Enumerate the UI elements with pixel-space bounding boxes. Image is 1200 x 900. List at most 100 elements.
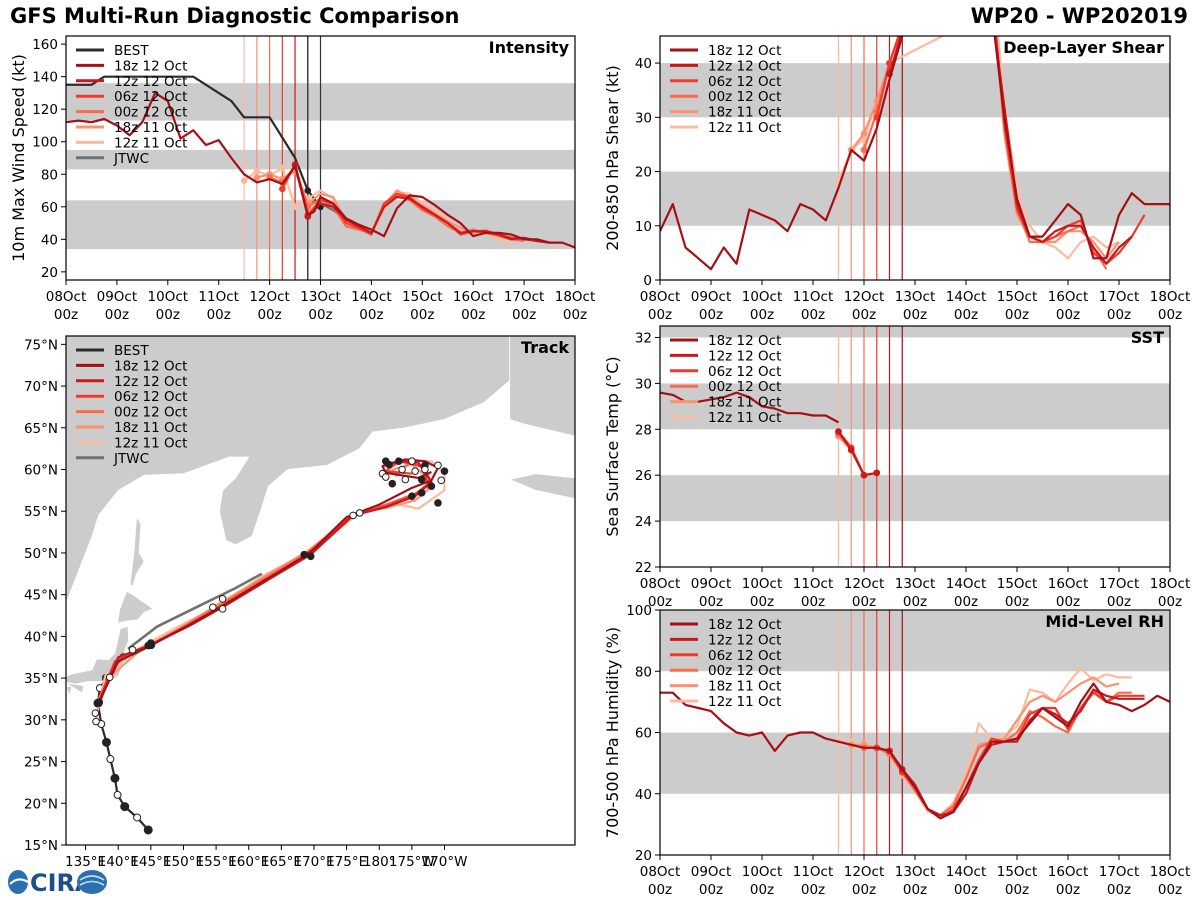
intensity-series-12z-12-oct bbox=[294, 164, 550, 244]
rh-legend-label: 12z 11 Oct bbox=[708, 694, 781, 710]
track-xtick-label: 155°E bbox=[196, 854, 237, 870]
intensity-ytick-label: 40 bbox=[41, 232, 58, 248]
rh-xtick-label: 00z bbox=[954, 882, 978, 898]
shear-xtick-label: 14Oct bbox=[946, 289, 987, 305]
sst-init-point bbox=[835, 428, 842, 435]
intensity-init-point bbox=[253, 174, 261, 181]
panel-shear: 0 10 20 30 40 08Oct 00z 09Oct 00z 10Oct 00z 11Oct 00… bbox=[603, 35, 1191, 323]
track-point-open bbox=[92, 717, 100, 726]
rh-ytick-label: 20 bbox=[635, 848, 652, 864]
rh-xtick-label: 18Oct bbox=[1150, 864, 1191, 880]
intensity-ytick-label: 100 bbox=[32, 135, 58, 151]
panel-rh: 20 40 60 80 100 08Oct 00z 09Oct 00z 10Oct 00z 11Oct… bbox=[603, 603, 1190, 898]
sst-xtick-label: 15Oct bbox=[997, 576, 1038, 592]
track-xtick-label: 135°E bbox=[65, 854, 106, 870]
track-point-filled bbox=[434, 499, 442, 507]
shear-band bbox=[660, 171, 1170, 226]
intensity-xtick-label: 08Oct bbox=[46, 289, 87, 305]
intensity-series-best bbox=[66, 75, 322, 208]
rh-ytick-label: 40 bbox=[635, 787, 652, 803]
shear-ylabel: 200-850 hPa Shear (kt) bbox=[603, 65, 622, 251]
shear-legend-label: 12z 11 Oct bbox=[708, 120, 781, 136]
sst-band bbox=[660, 383, 1170, 430]
storm-id-title: WP20 - WP202019 bbox=[970, 4, 1188, 28]
track-point-open bbox=[434, 461, 442, 470]
track-point-filled bbox=[417, 475, 426, 484]
track-ytick-label: 40°N bbox=[24, 629, 58, 645]
intensity-legend-label: 18z 11 Oct bbox=[114, 120, 187, 136]
track-point-open bbox=[209, 603, 217, 611]
intensity-xtick-label: 09Oct bbox=[97, 289, 138, 305]
intensity-xtick-label: 00z bbox=[563, 307, 587, 323]
shear-legend-label: 06z 12 Oct bbox=[708, 74, 781, 90]
intensity-plot-area bbox=[66, 36, 575, 280]
intensity-xtick-label: 00z bbox=[308, 307, 332, 323]
track-point-open bbox=[408, 457, 416, 465]
track-xtick-label: 175°E bbox=[326, 854, 367, 870]
track-best-point bbox=[143, 825, 153, 835]
track-frame bbox=[65, 335, 576, 846]
sst-title: SST bbox=[1131, 328, 1164, 347]
track-best-point bbox=[133, 813, 142, 822]
track-point-open bbox=[381, 473, 390, 481]
track-land bbox=[66, 682, 85, 694]
track-point-open bbox=[105, 673, 114, 682]
intensity-legend-label: BEST bbox=[114, 43, 149, 59]
sst-xtick-label: 11Oct bbox=[793, 576, 834, 592]
sst-xtick-label: 14Oct bbox=[946, 576, 987, 592]
rh-xtick-label: 15Oct bbox=[997, 864, 1038, 880]
track-legend-label: 18z 11 Oct bbox=[114, 420, 187, 436]
rh-title: Mid-Level RH bbox=[1045, 612, 1164, 631]
track-ytick-label: 70°N bbox=[24, 379, 58, 395]
rh-legend-label: 18z 12 Oct bbox=[708, 617, 781, 633]
shear-xtick-label: 13Oct bbox=[895, 289, 936, 305]
intensity-ytick-label: 80 bbox=[41, 167, 58, 183]
track-xtick-label: 160°E bbox=[228, 854, 269, 870]
track-land bbox=[508, 473, 575, 500]
sst-xtick-label: 10Oct bbox=[742, 576, 783, 592]
sst-xtick-label: 00z bbox=[852, 594, 876, 610]
track-point-open bbox=[218, 605, 227, 613]
shear-xtick-label: 09Oct bbox=[691, 289, 732, 305]
rh-xtick-label: 11Oct bbox=[793, 864, 834, 880]
track-point-open bbox=[349, 511, 357, 520]
sst-xtick-label: 18Oct bbox=[1150, 576, 1191, 592]
sst-xtick-label: 17Oct bbox=[1099, 576, 1140, 592]
shear-ytick-label: 40 bbox=[635, 56, 652, 72]
sst-init-point bbox=[860, 471, 868, 479]
intensity-legend-label: 06z 12 Oct bbox=[114, 89, 187, 105]
rh-plot-area bbox=[660, 610, 1170, 855]
rh-xtick-label: 00z bbox=[1158, 882, 1182, 898]
track-point-open bbox=[128, 645, 137, 654]
sst-xtick-label: 00z bbox=[1158, 594, 1182, 610]
shear-xtick-label: 00z bbox=[1005, 307, 1029, 323]
shear-xtick-label: 12Oct bbox=[844, 289, 885, 305]
shear-init-point bbox=[860, 130, 868, 137]
shear-xtick-label: 00z bbox=[699, 307, 723, 323]
track-ytick-label: 30°N bbox=[24, 713, 58, 729]
intensity-init-point bbox=[291, 203, 299, 211]
track-point-filled bbox=[395, 457, 403, 465]
shear-xtick-label: 17Oct bbox=[1099, 289, 1140, 305]
rh-ytick-label: 80 bbox=[635, 664, 652, 680]
track-point-open bbox=[398, 465, 406, 474]
shear-xtick-label: 18Oct bbox=[1150, 289, 1191, 305]
sst-band bbox=[660, 326, 1170, 338]
rh-xtick-label: 17Oct bbox=[1099, 864, 1140, 880]
shear-xtick-label: 00z bbox=[852, 307, 876, 323]
track-point-filled bbox=[306, 552, 315, 561]
sst-legend-label: 18z 11 Oct bbox=[708, 395, 781, 411]
intensity-xtick-label: 13Oct bbox=[300, 289, 341, 305]
shear-init-point bbox=[860, 146, 868, 154]
track-point-filled bbox=[417, 489, 426, 497]
track-point-filled bbox=[388, 479, 397, 488]
rh-xtick-label: 00z bbox=[1107, 882, 1131, 898]
sst-legend-label: 18z 12 Oct bbox=[708, 333, 781, 349]
track-point-filled bbox=[300, 550, 308, 559]
intensity-title: Intensity bbox=[489, 38, 570, 57]
sst-legend-label: 00z 12 Oct bbox=[708, 379, 781, 395]
shear-title: Deep-Layer Shear bbox=[1003, 38, 1164, 57]
